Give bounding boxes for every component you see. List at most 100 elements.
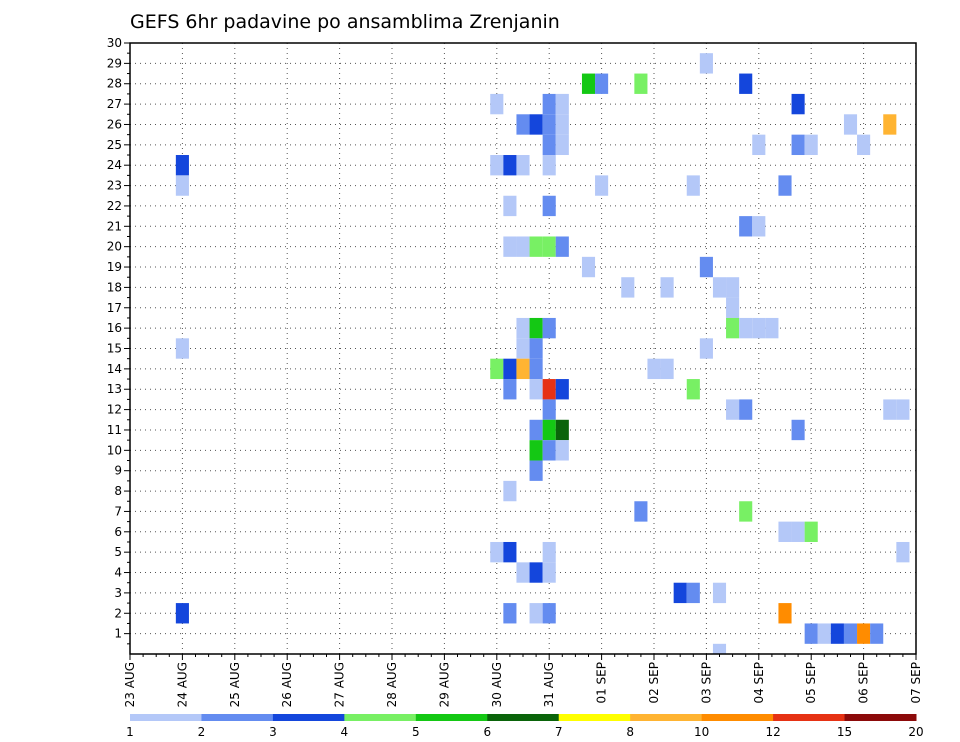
- ensemble-cell: [857, 623, 871, 644]
- y-tick-label: 25: [107, 138, 122, 152]
- colorbar-segment: [701, 714, 774, 721]
- colorbar-label: 6: [483, 725, 491, 739]
- colorbar-segment: [558, 714, 631, 721]
- x-tick-label: 03 SEP: [699, 662, 713, 704]
- colorbar-label: 10: [694, 725, 709, 739]
- ensemble-cell: [843, 114, 858, 135]
- y-tick-label: 28: [107, 77, 122, 91]
- colorbar-label: 3: [269, 725, 277, 739]
- colorbar-segment: [487, 714, 560, 721]
- ensemble-cell: [542, 155, 556, 176]
- ensemble-cell: [503, 195, 517, 217]
- y-tick-label: 19: [107, 260, 122, 274]
- ensemble-cell: [529, 440, 543, 461]
- y-tick-label: 23: [107, 179, 122, 193]
- colorbar-segment: [130, 714, 202, 721]
- ensemble-cell: [555, 114, 569, 135]
- y-tick-label: 16: [107, 321, 122, 335]
- y-tick-label: 7: [114, 504, 122, 518]
- ensemble-cell: [726, 277, 740, 298]
- ensemble-cell: [516, 236, 530, 257]
- x-tick-label: 31 AUG: [542, 662, 556, 707]
- y-axis: 1234567891011121314151617181920212223242…: [107, 36, 130, 645]
- ensemble-cell: [503, 541, 517, 563]
- colorbar-segment: [415, 714, 488, 721]
- ensemble-cell: [739, 73, 753, 94]
- y-tick-label: 14: [107, 362, 122, 376]
- ensemble-cell: [726, 297, 740, 318]
- ensemble-cell: [778, 521, 792, 542]
- ensemble-cell: [843, 623, 858, 644]
- ensemble-cell: [175, 603, 189, 624]
- ensemble-cell: [555, 419, 569, 441]
- colorbar-segment: [773, 714, 846, 721]
- ensemble-cell: [555, 236, 569, 257]
- y-tick-label: 5: [114, 545, 122, 559]
- y-tick-label: 18: [107, 280, 122, 294]
- ensemble-cell: [752, 134, 766, 156]
- y-tick-label: 3: [114, 586, 122, 600]
- ensemble-cell: [529, 562, 543, 583]
- ensemble-cell: [817, 623, 831, 644]
- ensemble-cell: [529, 460, 543, 481]
- ensemble-cell: [503, 236, 517, 257]
- ensemble-cell: [542, 440, 556, 461]
- x-tick-label: 07 SEP: [909, 662, 923, 704]
- ensemble-cell: [542, 541, 556, 563]
- ensemble-cell: [791, 419, 805, 441]
- ensemble-cell: [896, 399, 910, 420]
- ensemble-cell: [529, 603, 543, 624]
- ensemble-cell: [542, 603, 556, 624]
- colorbar-label: 1: [126, 725, 134, 739]
- ensemble-cell: [542, 93, 556, 115]
- ensemble-cells: [175, 53, 910, 654]
- colorbar-segment: [630, 714, 703, 721]
- ensemble-cell: [870, 623, 884, 644]
- ensemble-cell: [791, 93, 805, 115]
- x-tick-label: 23 AUG: [123, 662, 137, 707]
- x-tick-label: 30 AUG: [490, 662, 504, 707]
- ensemble-cell: [712, 582, 727, 604]
- y-tick-label: 11: [107, 423, 122, 437]
- ensemble-cell: [542, 236, 556, 257]
- y-tick-label: 12: [107, 403, 122, 417]
- y-tick-label: 4: [114, 566, 122, 580]
- ensemble-cell: [490, 155, 504, 176]
- ensemble-cell: [647, 358, 661, 380]
- ensemble-cell: [699, 256, 713, 278]
- y-tick-label: 21: [107, 219, 122, 233]
- ensemble-cell: [542, 399, 556, 420]
- ensemble-cell: [516, 317, 530, 339]
- x-tick-label: 27 AUG: [333, 662, 347, 707]
- ensemble-cell: [555, 134, 569, 156]
- ensemble-cell: [490, 358, 504, 380]
- ensemble-cell: [621, 277, 635, 298]
- ensemble-cell: [752, 216, 766, 237]
- ensemble-cell: [712, 643, 727, 654]
- ensemble-cell: [634, 73, 648, 94]
- colorbar-label: 5: [412, 725, 420, 739]
- colorbar-label: 2: [198, 725, 206, 739]
- colorbar-label: 20: [908, 725, 923, 739]
- ensemble-cell: [739, 501, 753, 522]
- colorbar-label: 7: [555, 725, 563, 739]
- ensemble-cell: [673, 582, 687, 604]
- y-tick-label: 9: [114, 464, 122, 478]
- ensemble-cell: [791, 521, 805, 542]
- x-tick-label: 06 SEP: [857, 662, 871, 704]
- y-tick-label: 17: [107, 301, 122, 315]
- ensemble-cell: [739, 317, 753, 339]
- ensemble-cell: [503, 358, 517, 380]
- ensemble-cell: [686, 175, 700, 196]
- y-tick-label: 1: [114, 627, 122, 641]
- ensemble-cell: [175, 155, 189, 176]
- colorbar-label: 8: [626, 725, 634, 739]
- ensemble-cell: [778, 175, 792, 196]
- ensemble-cell: [503, 155, 517, 176]
- ensemble-cell: [752, 317, 766, 339]
- ensemble-cell: [542, 195, 556, 217]
- ensemble-cell: [804, 623, 818, 644]
- x-tick-label: 01 SEP: [595, 662, 609, 704]
- ensemble-cell: [516, 114, 530, 135]
